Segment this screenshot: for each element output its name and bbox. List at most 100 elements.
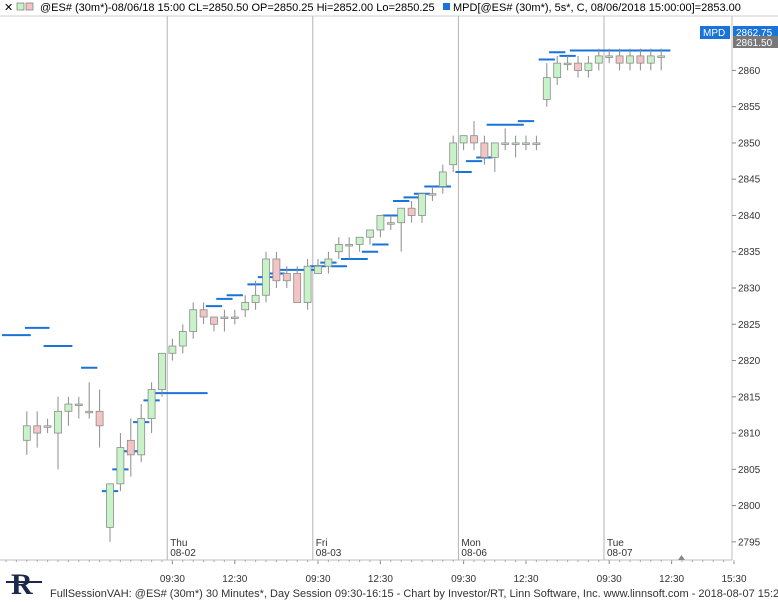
- candle-body-down: [293, 273, 302, 303]
- candle: [334, 237, 343, 259]
- candle: [251, 280, 260, 310]
- price-axis[interactable]: 2795 2800 2805 2810 2815 2820 2825 2830 2835 2840…: [732, 66, 761, 548]
- candle: [33, 411, 42, 448]
- price-tick-label: 2815: [738, 392, 761, 403]
- last-value-tag: 2861.50: [736, 38, 773, 49]
- price-tags: MPD 2862.75 2861.50: [700, 26, 778, 49]
- candle: [615, 48, 624, 71]
- candle-body-up: [106, 483, 114, 528]
- price-tick-label: 2800: [738, 501, 761, 512]
- candle: [147, 382, 156, 434]
- current-bar-marker-icon: [678, 555, 685, 560]
- candle-body-up: [542, 77, 551, 100]
- candle-body-down: [126, 439, 135, 456]
- candle: [126, 418, 135, 477]
- footer-caption: FullSessionVAH: @ES# (30m*) 30 Minutes*,…: [50, 588, 778, 600]
- investor-rt-logo: R: [6, 567, 42, 601]
- day-label: Tue: [607, 538, 624, 549]
- candle-body-up: [314, 265, 322, 274]
- candle-body-up: [397, 207, 406, 224]
- up-candle-legend-icon: [16, 2, 25, 11]
- candle: [594, 48, 603, 71]
- candle-body-up: [74, 403, 83, 406]
- candle: [584, 55, 593, 78]
- candle-body-up: [116, 447, 125, 485]
- candle: [532, 135, 541, 151]
- candle: [386, 215, 395, 230]
- candle-body-down: [574, 62, 582, 71]
- candle: [95, 389, 104, 448]
- candle: [522, 135, 530, 151]
- candle-body-up: [85, 410, 94, 414]
- time-axis[interactable]: 09:30 12:30 09:30 12:30 09:30 12:30 09:30 12:30…: [5, 555, 747, 585]
- date-label: 08-02: [170, 548, 196, 559]
- candle: [511, 135, 520, 158]
- mpd-tag-label-bg: [700, 26, 730, 39]
- candle-body-up: [449, 142, 458, 166]
- candle-body-up: [376, 215, 385, 231]
- candle: [501, 128, 510, 151]
- candle-body-up: [459, 135, 468, 144]
- candle: [22, 411, 31, 455]
- chart-header: ✕ @ES# (30m*)-08/06/18 15:00 CL=2850.50 …: [4, 2, 741, 14]
- candle-body-up: [584, 62, 593, 71]
- candle-body-up: [43, 425, 52, 428]
- candle-body-up: [54, 410, 62, 434]
- time-tick-label: 09:30: [451, 574, 476, 585]
- candle: [355, 236, 364, 252]
- candle: [272, 251, 281, 288]
- price-tick-label: 2830: [738, 284, 761, 295]
- candle-body-up: [230, 316, 239, 319]
- time-tick-label: 12:30: [659, 574, 684, 585]
- price-tick-label: 2805: [738, 465, 761, 476]
- close-icon[interactable]: ✕: [4, 2, 13, 14]
- candles: [22, 48, 666, 542]
- time-tick-label: 12:30: [513, 574, 538, 585]
- price-tick-label: 2825: [738, 320, 761, 331]
- candle-body-down: [636, 55, 645, 64]
- price-tick-label: 2860: [738, 66, 761, 77]
- candle: [303, 258, 312, 310]
- price-tick-label: 2845: [738, 175, 761, 186]
- date-label: 08-07: [607, 548, 633, 559]
- candle-body-down: [199, 309, 208, 318]
- price-tick-label: 2810: [738, 429, 761, 440]
- candle: [366, 229, 374, 245]
- candle-body-up: [251, 294, 260, 303]
- candle-body-up: [334, 244, 343, 253]
- candle: [459, 135, 468, 151]
- candle-body-up: [355, 236, 364, 245]
- day-label: Mon: [461, 538, 480, 549]
- candle: [407, 200, 416, 223]
- candle-body-down: [480, 142, 489, 158]
- candle: [210, 316, 218, 332]
- price-tick-label: 2850: [738, 138, 761, 149]
- date-label: 08-06: [461, 548, 487, 559]
- candle-body-up: [522, 142, 530, 145]
- candle-body-up: [532, 142, 541, 145]
- candle: [74, 396, 83, 419]
- candle-body-up: [168, 345, 177, 354]
- candle-body-up: [366, 229, 374, 238]
- candle: [116, 433, 125, 492]
- candle-body-up: [594, 55, 603, 64]
- candle: [324, 251, 333, 274]
- candle-body-up: [646, 55, 655, 64]
- candle-body-up: [605, 55, 614, 58]
- logo-glyph: R: [11, 568, 33, 601]
- candle: [636, 48, 645, 71]
- candle-body-down: [282, 273, 291, 282]
- candle-body-up: [490, 142, 499, 158]
- candle: [490, 142, 499, 172]
- time-tick-label: 09:30: [597, 574, 622, 585]
- last-value-tag-bg: [733, 36, 778, 48]
- candle: [189, 302, 198, 339]
- candle-body-up: [418, 193, 426, 216]
- candle-body-up: [147, 389, 156, 419]
- candle: [397, 207, 406, 252]
- candle: [262, 251, 270, 303]
- candle: [199, 302, 208, 325]
- candle-body-up: [178, 331, 187, 347]
